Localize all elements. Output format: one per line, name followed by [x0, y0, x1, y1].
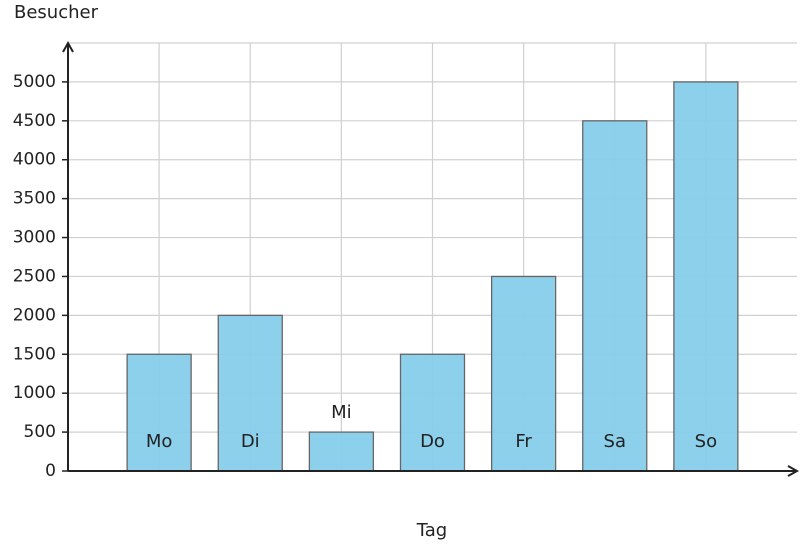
y-tick-label: 2000	[13, 305, 56, 325]
bar	[308, 431, 375, 472]
y-tick-label: 1000	[13, 383, 56, 403]
x-axis-label: Tag	[416, 520, 447, 541]
y-tick-label: 3500	[13, 189, 56, 209]
y-tick-label: 2500	[13, 266, 56, 286]
x-tick-label: Di	[241, 431, 260, 452]
y-tick-label: 4500	[13, 111, 56, 131]
x-tick-label: Sa	[604, 431, 626, 452]
x-axis-arrow	[787, 465, 800, 477]
bar	[217, 314, 283, 472]
y-tick-label: 5000	[13, 72, 56, 92]
bar	[490, 275, 557, 472]
y-tick-label: 500	[24, 422, 56, 442]
bar	[673, 81, 739, 472]
bar	[399, 353, 466, 472]
bar	[582, 120, 648, 472]
x-tick-label: Do	[420, 431, 445, 452]
y-tick-label: 4000	[13, 150, 56, 170]
x-tick-label: Mi	[331, 402, 352, 423]
y-tick-label: 0	[45, 461, 56, 481]
x-tick-label: So	[695, 431, 717, 452]
y-axis-arrow	[62, 40, 74, 53]
y-tick-label: 1500	[13, 344, 56, 364]
bar	[126, 353, 192, 472]
x-tick-label: Fr	[515, 431, 532, 452]
y-axis-label: Besucher	[14, 2, 99, 23]
y-tick-label: 3000	[13, 228, 56, 248]
x-tick-label: Mo	[146, 431, 173, 452]
